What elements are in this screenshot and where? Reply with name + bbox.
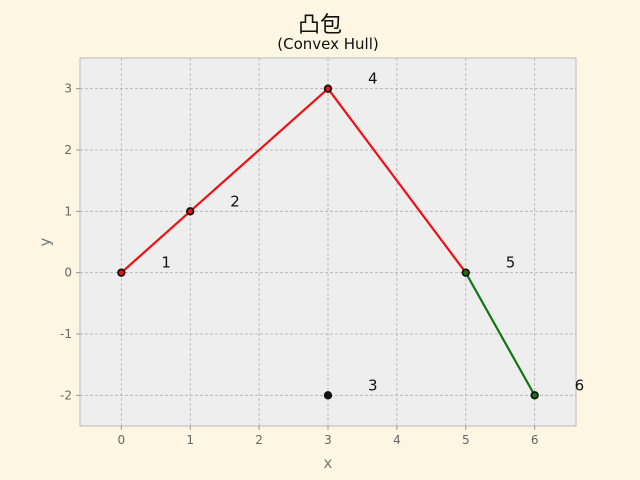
hull-vertex-marker: [187, 208, 193, 214]
x-tick-label: 6: [531, 433, 539, 447]
data-points: [117, 84, 539, 400]
y-tick-label: 3: [64, 82, 72, 96]
point-label-4: 4: [368, 70, 378, 88]
hull-line-2: [464, 272, 536, 396]
hull-line-1: [120, 87, 467, 274]
x-tick-label: 2: [255, 433, 263, 447]
x-tick-label: 3: [324, 433, 332, 447]
y-tick-label: 0: [64, 266, 72, 280]
y-tick-label: 1: [64, 204, 72, 218]
hull-vertex-marker: [118, 270, 124, 276]
x-axis-label: x: [324, 454, 333, 472]
point-labels: 1 2 3 4 5 6: [161, 70, 584, 395]
point-label-5: 5: [506, 254, 516, 272]
hull-vertex-marker: [463, 270, 469, 276]
y-tick-label: 2: [64, 143, 72, 157]
hull-vertex-marker: [325, 86, 331, 92]
chart-subtitle: (Convex Hull): [277, 35, 378, 53]
x-tick-label: 5: [462, 433, 470, 447]
y-tick-label: -1: [60, 327, 72, 341]
y-axis-label: y: [36, 237, 54, 246]
x-tick-label: 4: [393, 433, 401, 447]
point-label-2: 2: [230, 192, 240, 210]
axis-ticks: 0 1 2 3 4 5 6 -2 -1 0 1 2 3: [60, 82, 538, 447]
hull-lines: [120, 87, 536, 396]
point-label-3: 3: [368, 376, 378, 394]
chart-title: 凸包: [298, 13, 342, 38]
point-label-1: 1: [161, 254, 171, 272]
y-tick-label: -2: [60, 388, 72, 402]
point-label-6: 6: [575, 376, 585, 394]
x-tick-label: 1: [186, 433, 194, 447]
data-point-3: [323, 391, 333, 400]
hull-vertex-marker: [532, 392, 538, 398]
x-tick-label: 0: [118, 433, 126, 447]
